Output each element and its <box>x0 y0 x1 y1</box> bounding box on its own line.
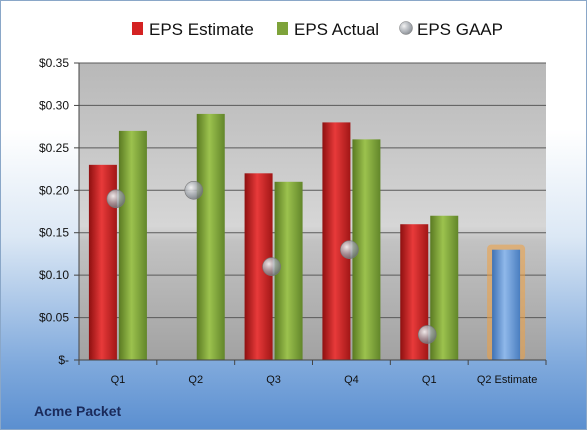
x-tick-label: Q1 <box>111 374 126 386</box>
bars <box>88 113 526 361</box>
marker-eps-gaap <box>417 325 437 344</box>
legend-swatch <box>132 22 143 35</box>
y-tick-label: $0.05 <box>39 311 69 325</box>
legend-label: EPS Actual <box>294 20 379 39</box>
y-tick-label: $0.35 <box>39 56 69 70</box>
legend: EPS Estimate EPS Actual EPS GAAP <box>132 20 503 39</box>
y-tick-label: $0.25 <box>39 141 69 155</box>
marker-eps-gaap <box>106 189 126 209</box>
x-tick-label: Q2 Estimate <box>477 374 538 386</box>
bar-eps-actual <box>196 113 225 361</box>
marker-eps-gaap <box>340 240 359 259</box>
y-axis: $- $0.05 $0.10 $0.15 $0.20 $0.25 $0.30 $0.35 <box>39 56 80 367</box>
y-tick-label: $- <box>58 353 69 367</box>
x-tick-label: Q4 <box>344 374 359 386</box>
y-tick-label: $0.20 <box>39 183 69 197</box>
x-tick-label: Q1 <box>422 374 437 386</box>
grid-lines <box>79 62 546 361</box>
plot-area <box>79 63 546 360</box>
x-tick-label: Q2 <box>188 374 203 386</box>
legend-swatch <box>399 21 413 35</box>
x-tick-label: Q3 <box>266 374 281 386</box>
y-tick-label: $0.10 <box>39 268 69 282</box>
legend-label: EPS Estimate <box>149 20 254 39</box>
legend-label: EPS GAAP <box>417 20 503 39</box>
y-tick-label: $0.30 <box>39 98 69 112</box>
marker-eps-gaap <box>184 180 204 200</box>
bar-eps-forecast <box>492 249 521 360</box>
company-name: Acme Packet <box>34 403 122 419</box>
y-tick-label: $0.15 <box>39 226 69 240</box>
marker-eps-gaap <box>262 257 281 276</box>
legend-swatch <box>277 22 288 35</box>
bar-eps-actual <box>118 130 147 360</box>
gaap-markers <box>106 180 437 344</box>
x-axis: Q1 Q2 Q3 Q4 Q1 Q2 Estimate <box>78 359 547 386</box>
